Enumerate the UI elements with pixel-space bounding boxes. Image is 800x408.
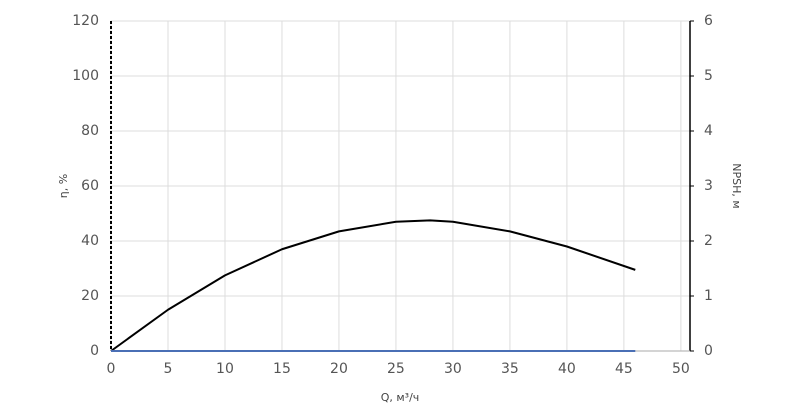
y2-axis-label: NPSH, м (730, 163, 743, 208)
y-tick-label: 0 (90, 343, 99, 359)
x-tick-label: 50 (672, 361, 690, 377)
x-tick-label: 30 (444, 361, 462, 377)
y-axis-label: η, % (57, 174, 70, 198)
y2-tick-label: 1 (704, 288, 713, 304)
y2-tick-label: 2 (704, 233, 713, 249)
data-line (110, 219, 636, 352)
y-tick-label: 60 (81, 178, 99, 194)
x-tick-label: 10 (216, 361, 234, 377)
x-tick-label: 25 (387, 361, 405, 377)
x-tick-label: 35 (501, 361, 519, 377)
y-tick-label: 120 (72, 13, 99, 29)
x-axis-label: Q, м³/ч (381, 391, 420, 404)
y-tick-label: 80 (81, 123, 99, 139)
y-tick-label: 40 (81, 233, 99, 249)
x-tick-label: 45 (615, 361, 633, 377)
x-tick-label: 20 (330, 361, 348, 377)
x-tick-label: 15 (273, 361, 291, 377)
y2-tick-label: 4 (704, 123, 713, 139)
y-tick-label: 20 (81, 288, 99, 304)
y2-tick-label: 5 (704, 68, 713, 84)
y2-tick-label: 3 (704, 178, 713, 194)
x-tick-label: 40 (558, 361, 576, 377)
x-tick-label: 5 (164, 361, 173, 377)
x-tick-label: 0 (107, 361, 116, 377)
y-tick-label: 100 (72, 68, 99, 84)
y2-tick-label: 0 (704, 343, 713, 359)
y2-tick-label: 6 (704, 13, 713, 29)
